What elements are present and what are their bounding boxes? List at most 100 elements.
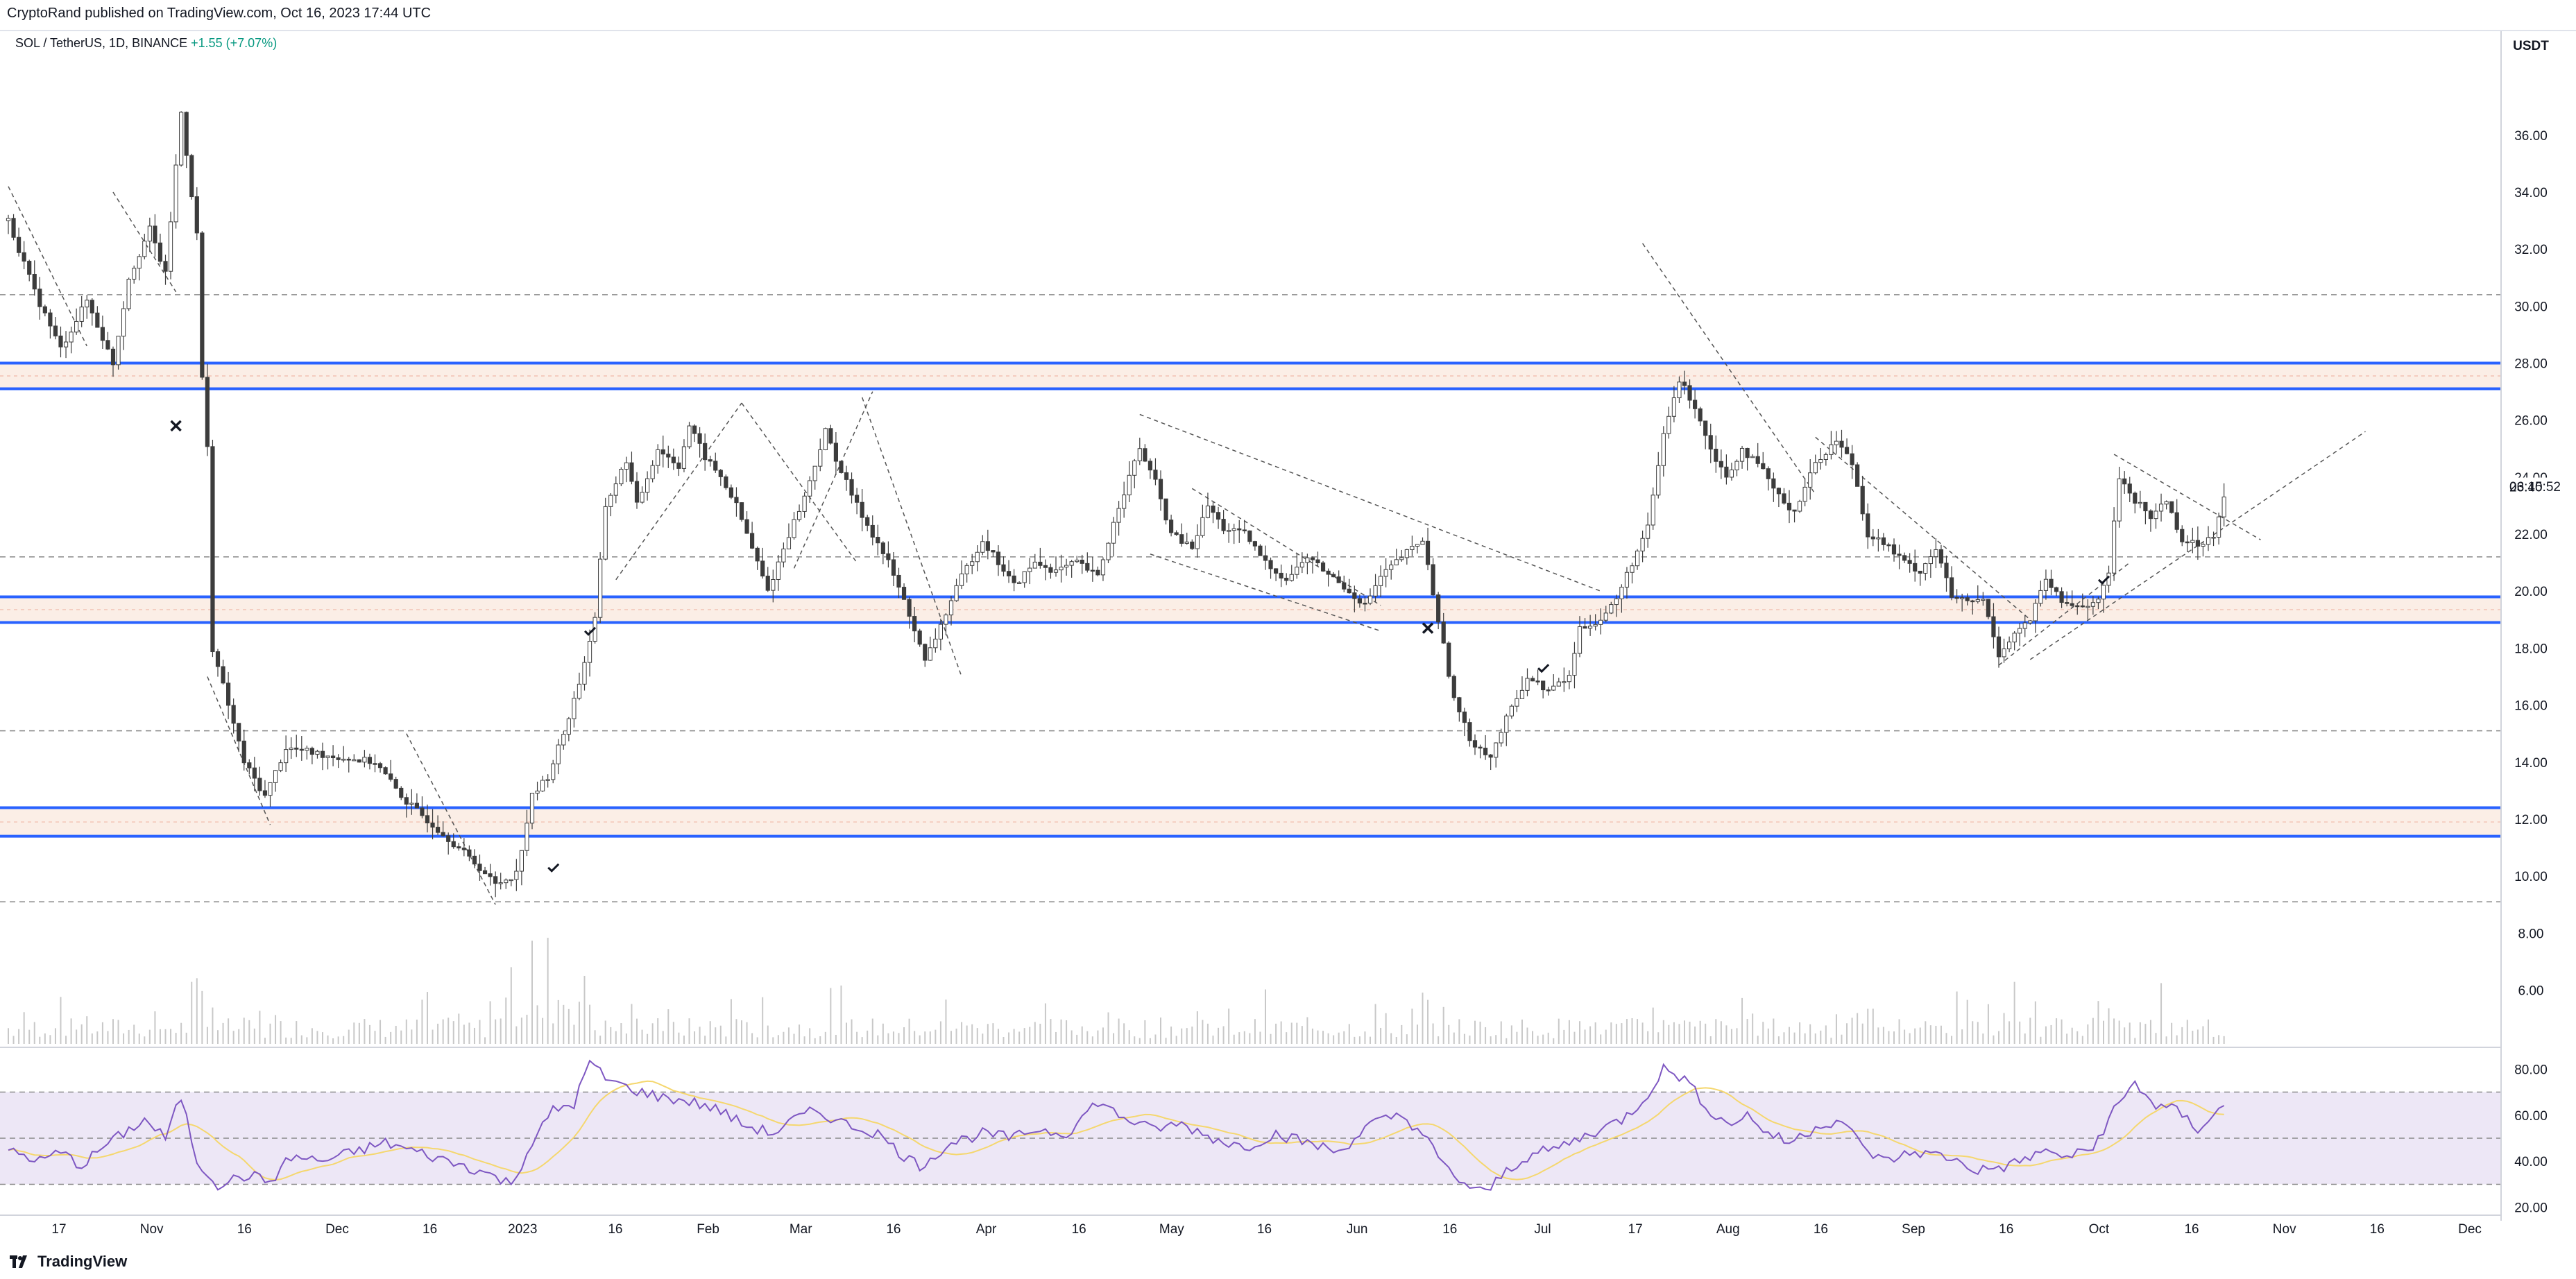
candle-body <box>1389 565 1394 570</box>
price-tick-label: 30.00 <box>2514 300 2548 314</box>
volume-bar <box>1741 997 1743 1044</box>
candle-body <box>1734 461 1739 471</box>
volume-bar <box>840 985 842 1044</box>
volume-bar <box>762 997 764 1044</box>
volume-bar <box>1621 1023 1623 1044</box>
volume-bar <box>458 1013 460 1044</box>
candle-body <box>1137 448 1142 461</box>
time-tick-label: Dec <box>325 1222 349 1237</box>
check-mark-icon <box>583 626 597 636</box>
volume-bar <box>1830 1038 1832 1044</box>
trendline <box>1150 553 1381 632</box>
candle-body <box>1808 472 1813 488</box>
rsi-axis[interactable]: 80.00 60.00 40.00 20.00 <box>2514 1063 2548 1215</box>
volume-bar <box>2176 1035 2178 1044</box>
time-tick-label: 17 <box>51 1222 66 1237</box>
candle-body <box>472 855 477 865</box>
candle-body <box>1006 571 1012 576</box>
volume-bar <box>751 1033 753 1044</box>
candle-body <box>451 841 456 848</box>
candle-body <box>2112 520 2117 574</box>
candle-body <box>194 196 199 234</box>
candle-body <box>1761 463 1766 470</box>
candle-body <box>1776 488 1782 495</box>
volume-bar <box>1814 1033 1816 1044</box>
volume-bar <box>1789 1027 1790 1044</box>
candle-body <box>1451 676 1456 698</box>
volume-bar <box>709 1021 711 1044</box>
volume-bar <box>1684 1020 1685 1044</box>
trendline <box>793 391 873 569</box>
candle-body <box>1519 689 1525 699</box>
candle-body <box>1630 565 1635 573</box>
volume-bar <box>479 1020 481 1044</box>
time-tick-label: Oct <box>2089 1222 2110 1237</box>
trendline <box>1641 243 1816 495</box>
cross-stroke <box>1422 622 1434 634</box>
volume-bar <box>667 1009 669 1044</box>
volume-bar <box>364 1019 366 1044</box>
candle-body <box>545 779 550 781</box>
time-tick-label: Mar <box>790 1222 812 1237</box>
candle-body <box>808 480 812 497</box>
volume-bar <box>427 992 428 1044</box>
candle-body <box>58 335 63 347</box>
candle-body <box>1284 578 1289 581</box>
volume-bar <box>2139 1022 2141 1044</box>
volume-bar <box>1678 1024 1680 1044</box>
candle-body <box>1588 626 1593 629</box>
volume-bar <box>1222 1026 1225 1044</box>
volume-bar <box>719 1025 722 1044</box>
candle-body <box>63 341 69 347</box>
volume-bar <box>1086 1031 1089 1044</box>
volume-bar <box>1186 1028 1188 1044</box>
candle-body <box>1305 557 1310 563</box>
volume-bar <box>1249 1033 1251 1044</box>
volume-bar <box>929 1031 931 1044</box>
volume-bar <box>547 938 549 1044</box>
volume-bar <box>2124 1027 2126 1044</box>
volume-bar <box>358 1022 360 1044</box>
candle-body <box>1567 675 1572 683</box>
candle-body <box>1116 508 1121 523</box>
candle-body <box>728 487 734 498</box>
time-axis[interactable]: 17 Nov 16 Dec 16 2023 16 Feb Mar 16 Apr 16 May 16 Jun 1… <box>51 1222 2481 1237</box>
volume-bar <box>1809 1024 1811 1044</box>
candle-body <box>1347 588 1351 594</box>
candle-body <box>818 449 823 467</box>
candle-body <box>1268 560 1273 569</box>
tradingview-logo[interactable]: TradingView <box>10 1253 127 1271</box>
candle-body <box>1687 385 1692 401</box>
volume-bar <box>1118 1018 1120 1044</box>
candle-body <box>870 524 875 538</box>
volume-bar <box>809 1028 811 1044</box>
candle-body <box>1227 530 1231 532</box>
symbol-legend[interactable]: SOL / TetherUS, 1D, BINANCE +1.55 (+7.07… <box>15 36 277 51</box>
volume-bar <box>992 1023 994 1044</box>
candle-body <box>404 797 409 805</box>
candle-body <box>467 849 472 857</box>
volume-bar <box>1777 1036 1780 1044</box>
candle-body <box>1661 433 1666 466</box>
volume-bar <box>1091 1036 1093 1044</box>
price-tick-label: 26.00 <box>2514 414 2548 429</box>
candle-body <box>1059 567 1064 571</box>
candle-body <box>42 306 47 314</box>
volume-bar <box>1600 1034 1602 1044</box>
volume-bar <box>1579 1021 1580 1044</box>
volume-bar <box>91 1033 93 1044</box>
volume-bar <box>1333 1035 1335 1044</box>
volume-bar <box>2202 1026 2204 1044</box>
candle-body <box>1802 486 1807 502</box>
candle-body <box>718 470 723 477</box>
signal-markers <box>170 420 2110 873</box>
volume-bar <box>437 1023 439 1044</box>
candle-body <box>2002 649 2006 658</box>
candle-body <box>1718 461 1723 467</box>
price-axis[interactable]: 36.0034.0032.0030.0028.0026.0024.0022.00… <box>2514 129 2548 999</box>
candle-body <box>985 541 990 551</box>
volume-bar <box>1448 1024 1450 1044</box>
candle-body <box>901 587 907 600</box>
candle-body <box>1415 544 1420 547</box>
